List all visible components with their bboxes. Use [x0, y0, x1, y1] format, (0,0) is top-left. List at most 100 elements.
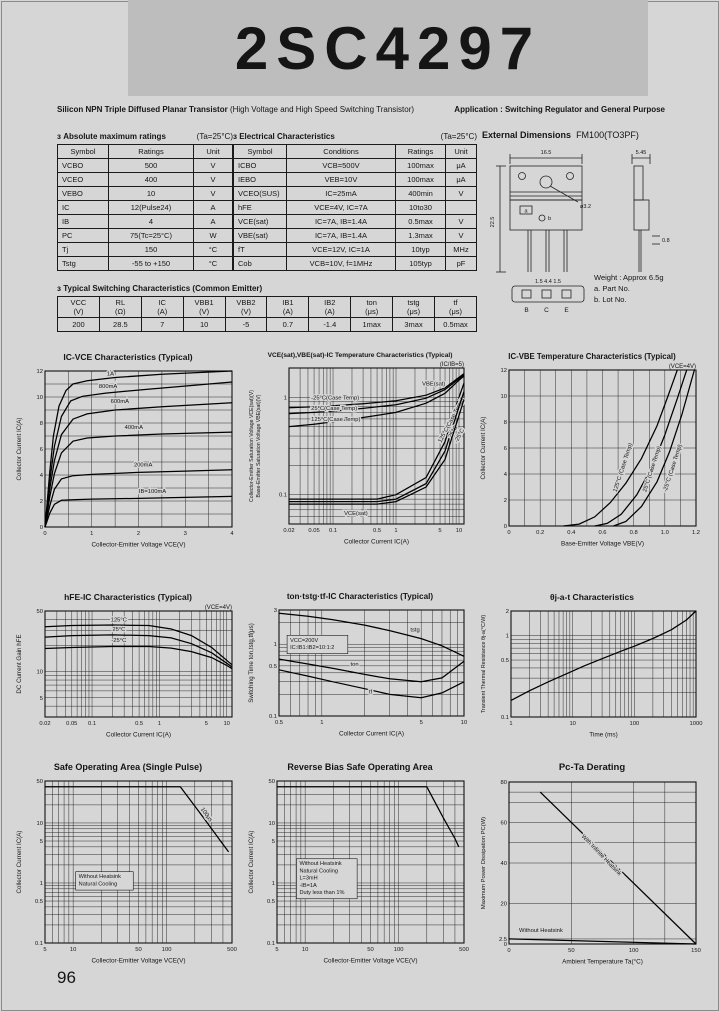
annotation-text: Without Heatsink — [79, 874, 121, 880]
chart-note: (IC/IB=5) — [440, 362, 464, 368]
y-tick-label: 2 — [506, 609, 509, 615]
y-tick-label: 0.5 — [35, 899, 43, 905]
elec-heading-text: з Electrical Characteristics — [233, 132, 335, 141]
table-row: IC 12(Pulse24) A — [57, 200, 233, 215]
col-ton: ton (μs) — [350, 296, 394, 318]
x-tick-label: 1 — [394, 528, 397, 534]
series-curve-0 — [277, 786, 460, 848]
chart-title: ton·tstg·tf-IC Characteristics (Typical) — [286, 592, 434, 601]
y-tick-label: 0.5 — [267, 899, 275, 905]
series-label: 400mA — [125, 425, 144, 431]
y-tick-label: 10 — [269, 821, 275, 827]
table-row: Tj 150 °C — [57, 242, 233, 257]
pin-label-base: B — [524, 307, 528, 314]
table-row: hFE VCE=4V, IC=7A 10to30 — [233, 200, 477, 215]
x-tick-label: 0.1 — [88, 721, 96, 727]
abs-max-table: Symbol Ratings Unit VCBO 500 V VCEO 400 V VE… — [57, 144, 233, 271]
series-curve-0 — [563, 369, 678, 527]
annotation-text: -IB=1A — [299, 883, 317, 889]
series-curve-1 — [288, 374, 465, 415]
series-curve-0 — [44, 624, 233, 666]
y-tick-label: 0 — [504, 524, 507, 530]
y-axis-label: DC Current Gain hFE — [16, 634, 23, 693]
y-tick-label: 60 — [501, 821, 507, 827]
y-tick-label: 0.1 — [35, 941, 43, 947]
series-label: tstg — [410, 628, 419, 634]
part-no-note: a. Part No. — [594, 284, 630, 293]
chart-hfe-ic: hFE-IC Characteristics (Typical) 0.02 0.05… — [12, 592, 244, 739]
x-tick-label: 1000 — [690, 721, 703, 727]
series-label: 25°C (Case Temp) — [642, 446, 662, 493]
part-number: 2SC4297 — [234, 14, 542, 82]
series-label: 200mA — [134, 463, 153, 469]
chart-vsat-ic-temperature: VCE(sat),VBE(sat)-IC Temperature Charact… — [244, 352, 476, 549]
x-tick-label: 50 — [367, 947, 373, 953]
series-label: 800mA — [99, 384, 118, 390]
col-symbol: Symbol — [233, 144, 287, 159]
x-tick-label: 2 — [137, 531, 140, 537]
y-tick-label: 8 — [40, 421, 43, 427]
y-tick-label: 10 — [37, 395, 43, 401]
col-tf: tf (μs) — [434, 296, 477, 318]
x-tick-label: 5 — [275, 947, 278, 953]
x-tick-label: 150 — [691, 948, 701, 954]
col-unit: Unit — [193, 144, 233, 159]
plot-frame — [276, 780, 465, 944]
chart-thermal-resistance-time: θj-a-t Characteristics 1 10 100 1000 0.1 0.5 1 2… — [476, 592, 708, 739]
y-axis-label: Switching Time ton,tstg,tf(μs) — [248, 623, 255, 703]
col-conditions: Conditions — [286, 144, 396, 159]
x-tick-label: 10 — [302, 947, 308, 953]
x-tick-label: 50 — [135, 947, 141, 953]
x-axis-label: Collector Current IC(A) — [106, 732, 171, 739]
annotation-text: Duty less than 1% — [299, 890, 344, 896]
y-tick-label: 5 — [272, 839, 275, 845]
col-vcc: VCC (V) — [57, 296, 100, 318]
y-axis-label: Transient Thermal Resistance θj-a(°C/W) — [481, 615, 487, 714]
x-tick-label: 0.4 — [567, 530, 576, 536]
chart-safe-operating-area: Safe Operating Area (Single Pulse) 5 10 50 1… — [12, 762, 244, 966]
pin-label-emitter: E — [564, 307, 569, 314]
annotation-text: L=3mH — [299, 876, 317, 882]
chart-title: Reverse Bias Safe Operating Area — [287, 762, 433, 772]
device-description-paren: (High Voltage and High Speed Switching T… — [229, 105, 415, 114]
x-tick-label: 10 — [223, 721, 229, 727]
col-ratings: Ratings — [108, 144, 194, 159]
y-tick-label: 1 — [272, 881, 275, 887]
table-row: VCEO(SUS) IC=25mA 400min V — [233, 186, 477, 201]
series-curve-3 — [44, 431, 233, 528]
dim-top-width: 16.5 — [541, 150, 552, 156]
x-tick-label: 0 — [507, 948, 510, 954]
subtitle-row: Silicon NPN Triple Diffused Planar Trans… — [57, 105, 665, 114]
chart-row-1: IC-VCE Characteristics (Typical) 0 1 2 3 4 0 2 4… — [12, 352, 708, 549]
plot-frame — [278, 609, 465, 717]
col-ib1: IB1 (A) — [266, 296, 310, 318]
x-tick-label: 0.02 — [283, 528, 294, 534]
x-tick-label: 0.5 — [275, 720, 283, 726]
table-row: 200 28.5 7 10 -5 0.7 -1.4 1max 3max 0.5max — [57, 317, 477, 332]
y-tick-label: 2 — [504, 498, 507, 504]
elec-heading: з Electrical Characteristics (Ta=25°C) — [233, 132, 477, 141]
abs-max-heading-text: з Absolute maximum ratings — [57, 132, 166, 141]
external-dimensions-section: External Dimensions FM100(TO3PF) — [482, 130, 710, 330]
application-text: Application : Switching Regulator and Ge… — [454, 105, 665, 114]
x-tick-label: 4 — [230, 531, 234, 537]
col-symbol: Symbol — [57, 144, 109, 159]
plot-frame — [508, 781, 697, 945]
x-tick-label: 0 — [507, 530, 510, 536]
x-tick-label: 5 — [205, 721, 208, 727]
series-curve-2 — [613, 369, 696, 527]
plot-frame — [44, 370, 233, 528]
lot-no-note: b. Lot No. — [594, 295, 627, 304]
table-row: Tstg -55 to +150 °C — [57, 256, 233, 271]
chart-row-2: hFE-IC Characteristics (Typical) 0.02 0.05… — [12, 592, 708, 739]
col-ic: IC (A) — [140, 296, 184, 318]
y-tick-label: 0.1 — [501, 715, 509, 721]
y-tick-label: 1 — [284, 395, 287, 401]
series-curve-0 — [288, 373, 465, 409]
y-tick-label: 10 — [37, 821, 43, 827]
external-dimensions-heading: External Dimensions FM100(TO3PF) — [482, 130, 710, 140]
y-tick-label: 40 — [501, 861, 507, 867]
chart-canvas: 0 50 100 150 02.5 20 40 60 80 Ambient Temperature… — [481, 780, 701, 966]
x-tick-label: 0.5 — [373, 528, 381, 534]
